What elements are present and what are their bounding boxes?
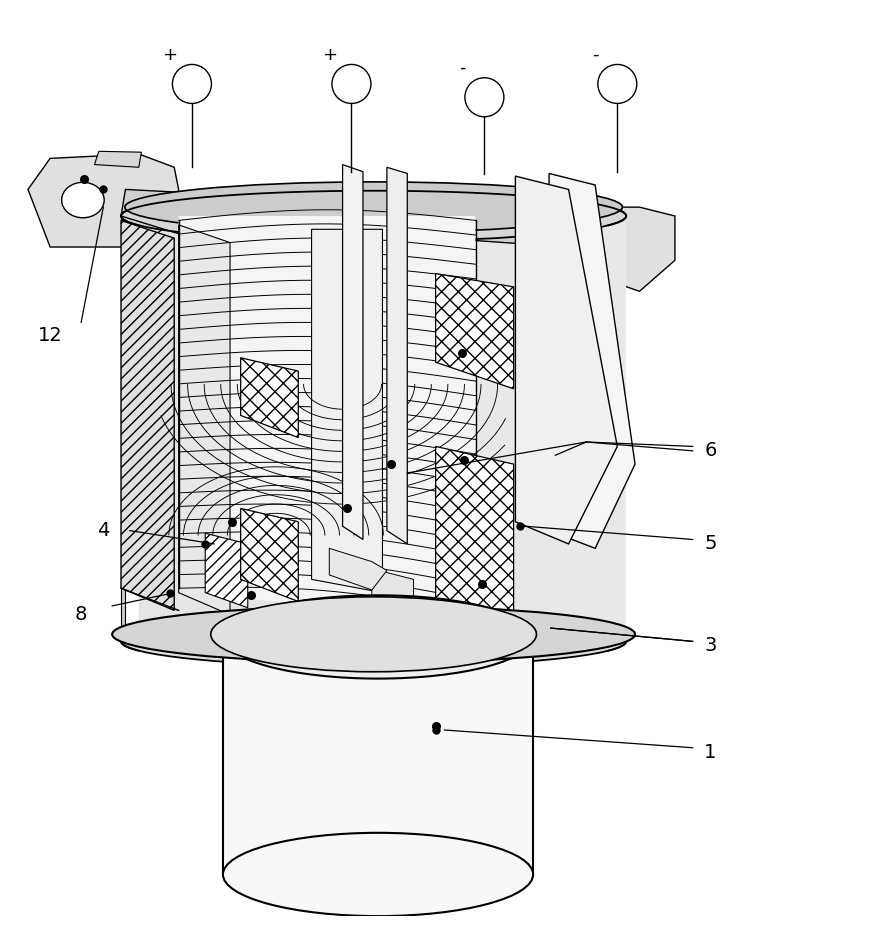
Polygon shape bbox=[241, 358, 299, 438]
Ellipse shape bbox=[124, 182, 622, 233]
Text: 4: 4 bbox=[97, 521, 109, 540]
Text: 12: 12 bbox=[37, 326, 62, 345]
Polygon shape bbox=[551, 207, 675, 291]
Polygon shape bbox=[121, 189, 573, 247]
Text: +: + bbox=[163, 45, 177, 63]
Polygon shape bbox=[342, 165, 363, 539]
Text: +: + bbox=[322, 45, 337, 63]
Ellipse shape bbox=[121, 616, 626, 667]
Text: 5: 5 bbox=[704, 534, 717, 553]
Polygon shape bbox=[121, 191, 626, 651]
Ellipse shape bbox=[223, 595, 533, 678]
Polygon shape bbox=[436, 447, 514, 633]
Polygon shape bbox=[94, 151, 141, 167]
Polygon shape bbox=[329, 549, 387, 590]
Polygon shape bbox=[223, 637, 533, 874]
Polygon shape bbox=[179, 225, 230, 615]
Polygon shape bbox=[436, 273, 514, 389]
Polygon shape bbox=[205, 534, 248, 607]
Text: -: - bbox=[592, 45, 598, 63]
Ellipse shape bbox=[211, 597, 536, 672]
Ellipse shape bbox=[112, 606, 635, 662]
Text: 3: 3 bbox=[704, 637, 717, 656]
Text: 1: 1 bbox=[704, 743, 717, 762]
Polygon shape bbox=[549, 173, 635, 549]
Polygon shape bbox=[387, 167, 407, 544]
Ellipse shape bbox=[223, 832, 533, 916]
Polygon shape bbox=[516, 176, 617, 544]
Polygon shape bbox=[28, 154, 179, 247]
Circle shape bbox=[332, 64, 371, 103]
Text: 6: 6 bbox=[704, 442, 717, 461]
Circle shape bbox=[597, 64, 637, 103]
Text: 8: 8 bbox=[75, 605, 87, 624]
Polygon shape bbox=[179, 216, 476, 620]
Polygon shape bbox=[311, 229, 382, 592]
Polygon shape bbox=[121, 216, 125, 641]
Ellipse shape bbox=[121, 191, 626, 241]
Polygon shape bbox=[241, 508, 299, 602]
Polygon shape bbox=[372, 569, 413, 623]
Polygon shape bbox=[121, 220, 174, 610]
Polygon shape bbox=[373, 216, 626, 641]
Text: -: - bbox=[459, 59, 466, 77]
Circle shape bbox=[465, 78, 504, 116]
Ellipse shape bbox=[61, 183, 104, 218]
Circle shape bbox=[172, 64, 212, 103]
